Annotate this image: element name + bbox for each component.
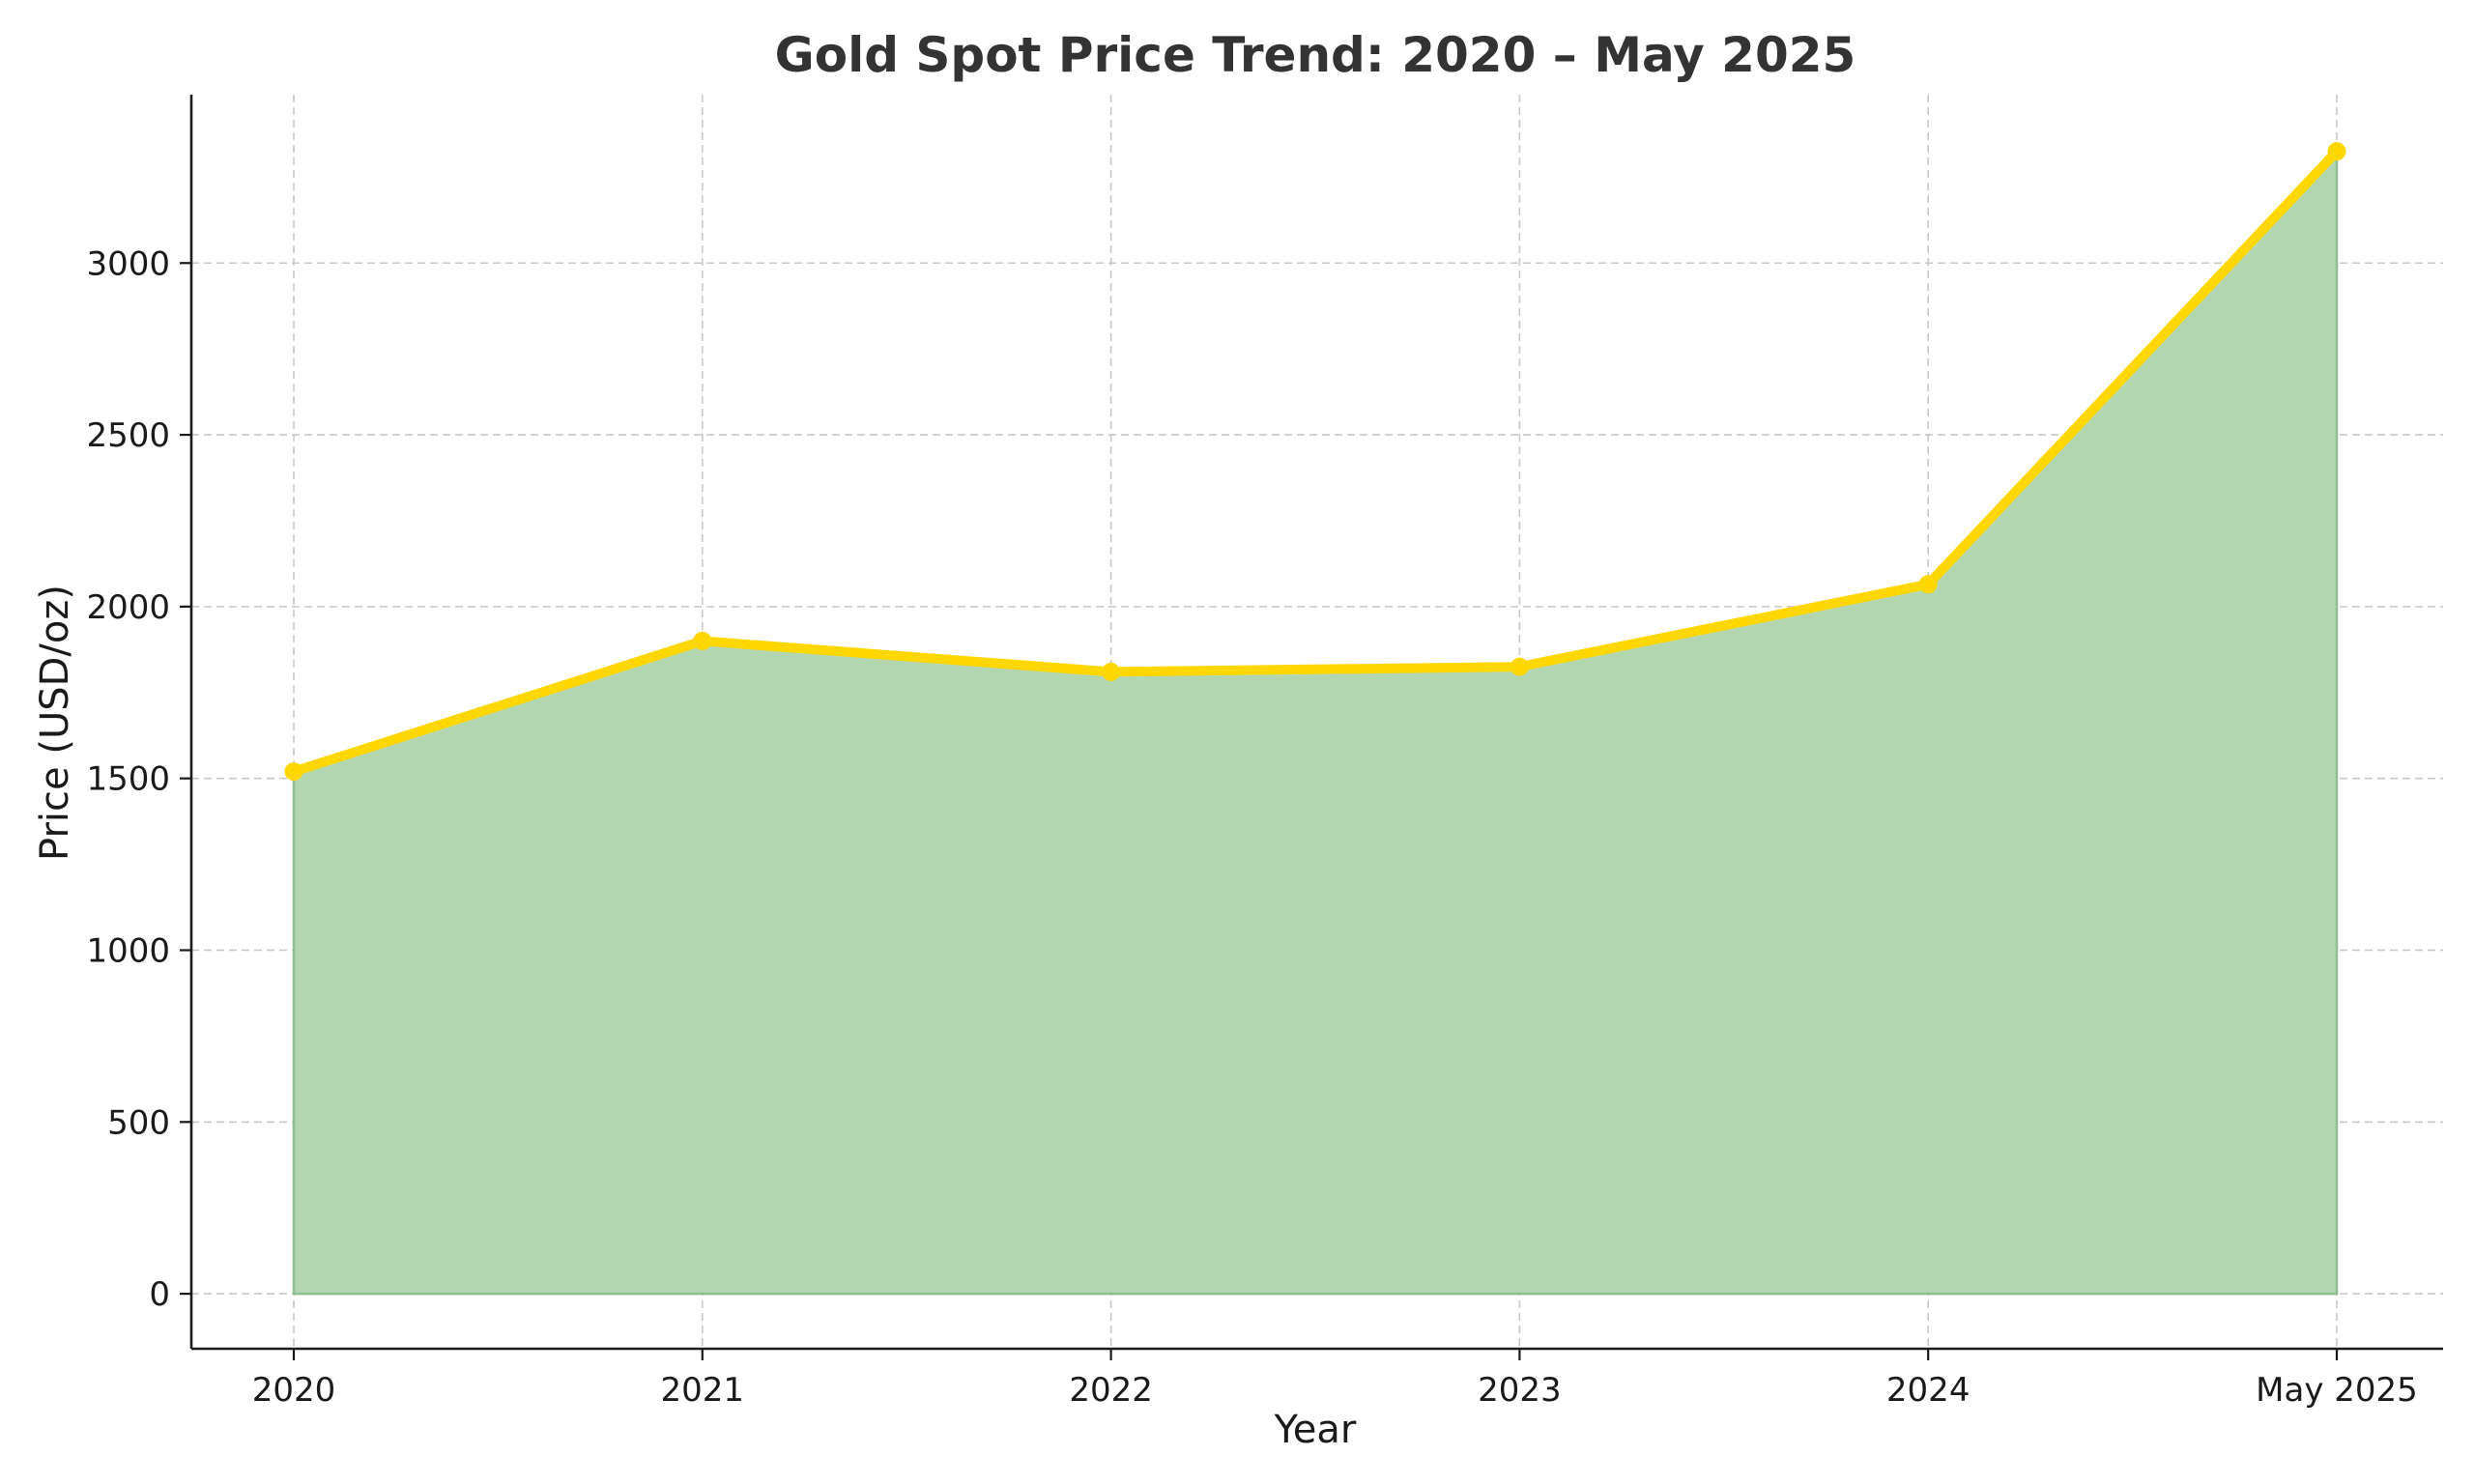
x-tick-label: 2021	[661, 1371, 745, 1410]
plot-area	[284, 142, 2346, 1296]
y-tick-label: 1500	[86, 760, 170, 799]
x-tick-label: May 2025	[2256, 1371, 2418, 1410]
y-axis-label: Price (USD/oz)	[33, 585, 77, 861]
y-tick-label: 2500	[86, 416, 170, 455]
area-fill	[292, 150, 2339, 1296]
series-line	[289, 146, 2342, 777]
data-point	[1510, 657, 1529, 676]
y-tick-label: 3000	[86, 244, 170, 283]
axes	[180, 95, 2443, 1360]
x-tick-label: 2020	[252, 1371, 336, 1410]
x-tick-label: 2024	[1886, 1371, 1971, 1410]
chart-title: Gold Spot Price Trend: 2020 – May 2025	[775, 27, 1856, 83]
data-point	[1918, 575, 1938, 594]
x-axis-label: Year	[1274, 1408, 1357, 1452]
y-tick-label: 2000	[86, 588, 170, 627]
y-tick-label: 1000	[86, 931, 170, 970]
data-point	[693, 631, 712, 650]
y-tick-label: 500	[107, 1103, 170, 1142]
y-tick-label: 0	[149, 1275, 170, 1314]
x-tick-label: 2022	[1069, 1371, 1153, 1410]
data-point	[1102, 662, 1121, 681]
data-point	[2327, 142, 2346, 161]
tick-labels: 0 500 1000 1500 2000 2500 3000 2020 2021 2022 2023…	[86, 244, 2417, 1410]
x-tick-label: 2023	[1478, 1371, 1562, 1410]
data-point	[284, 762, 303, 782]
